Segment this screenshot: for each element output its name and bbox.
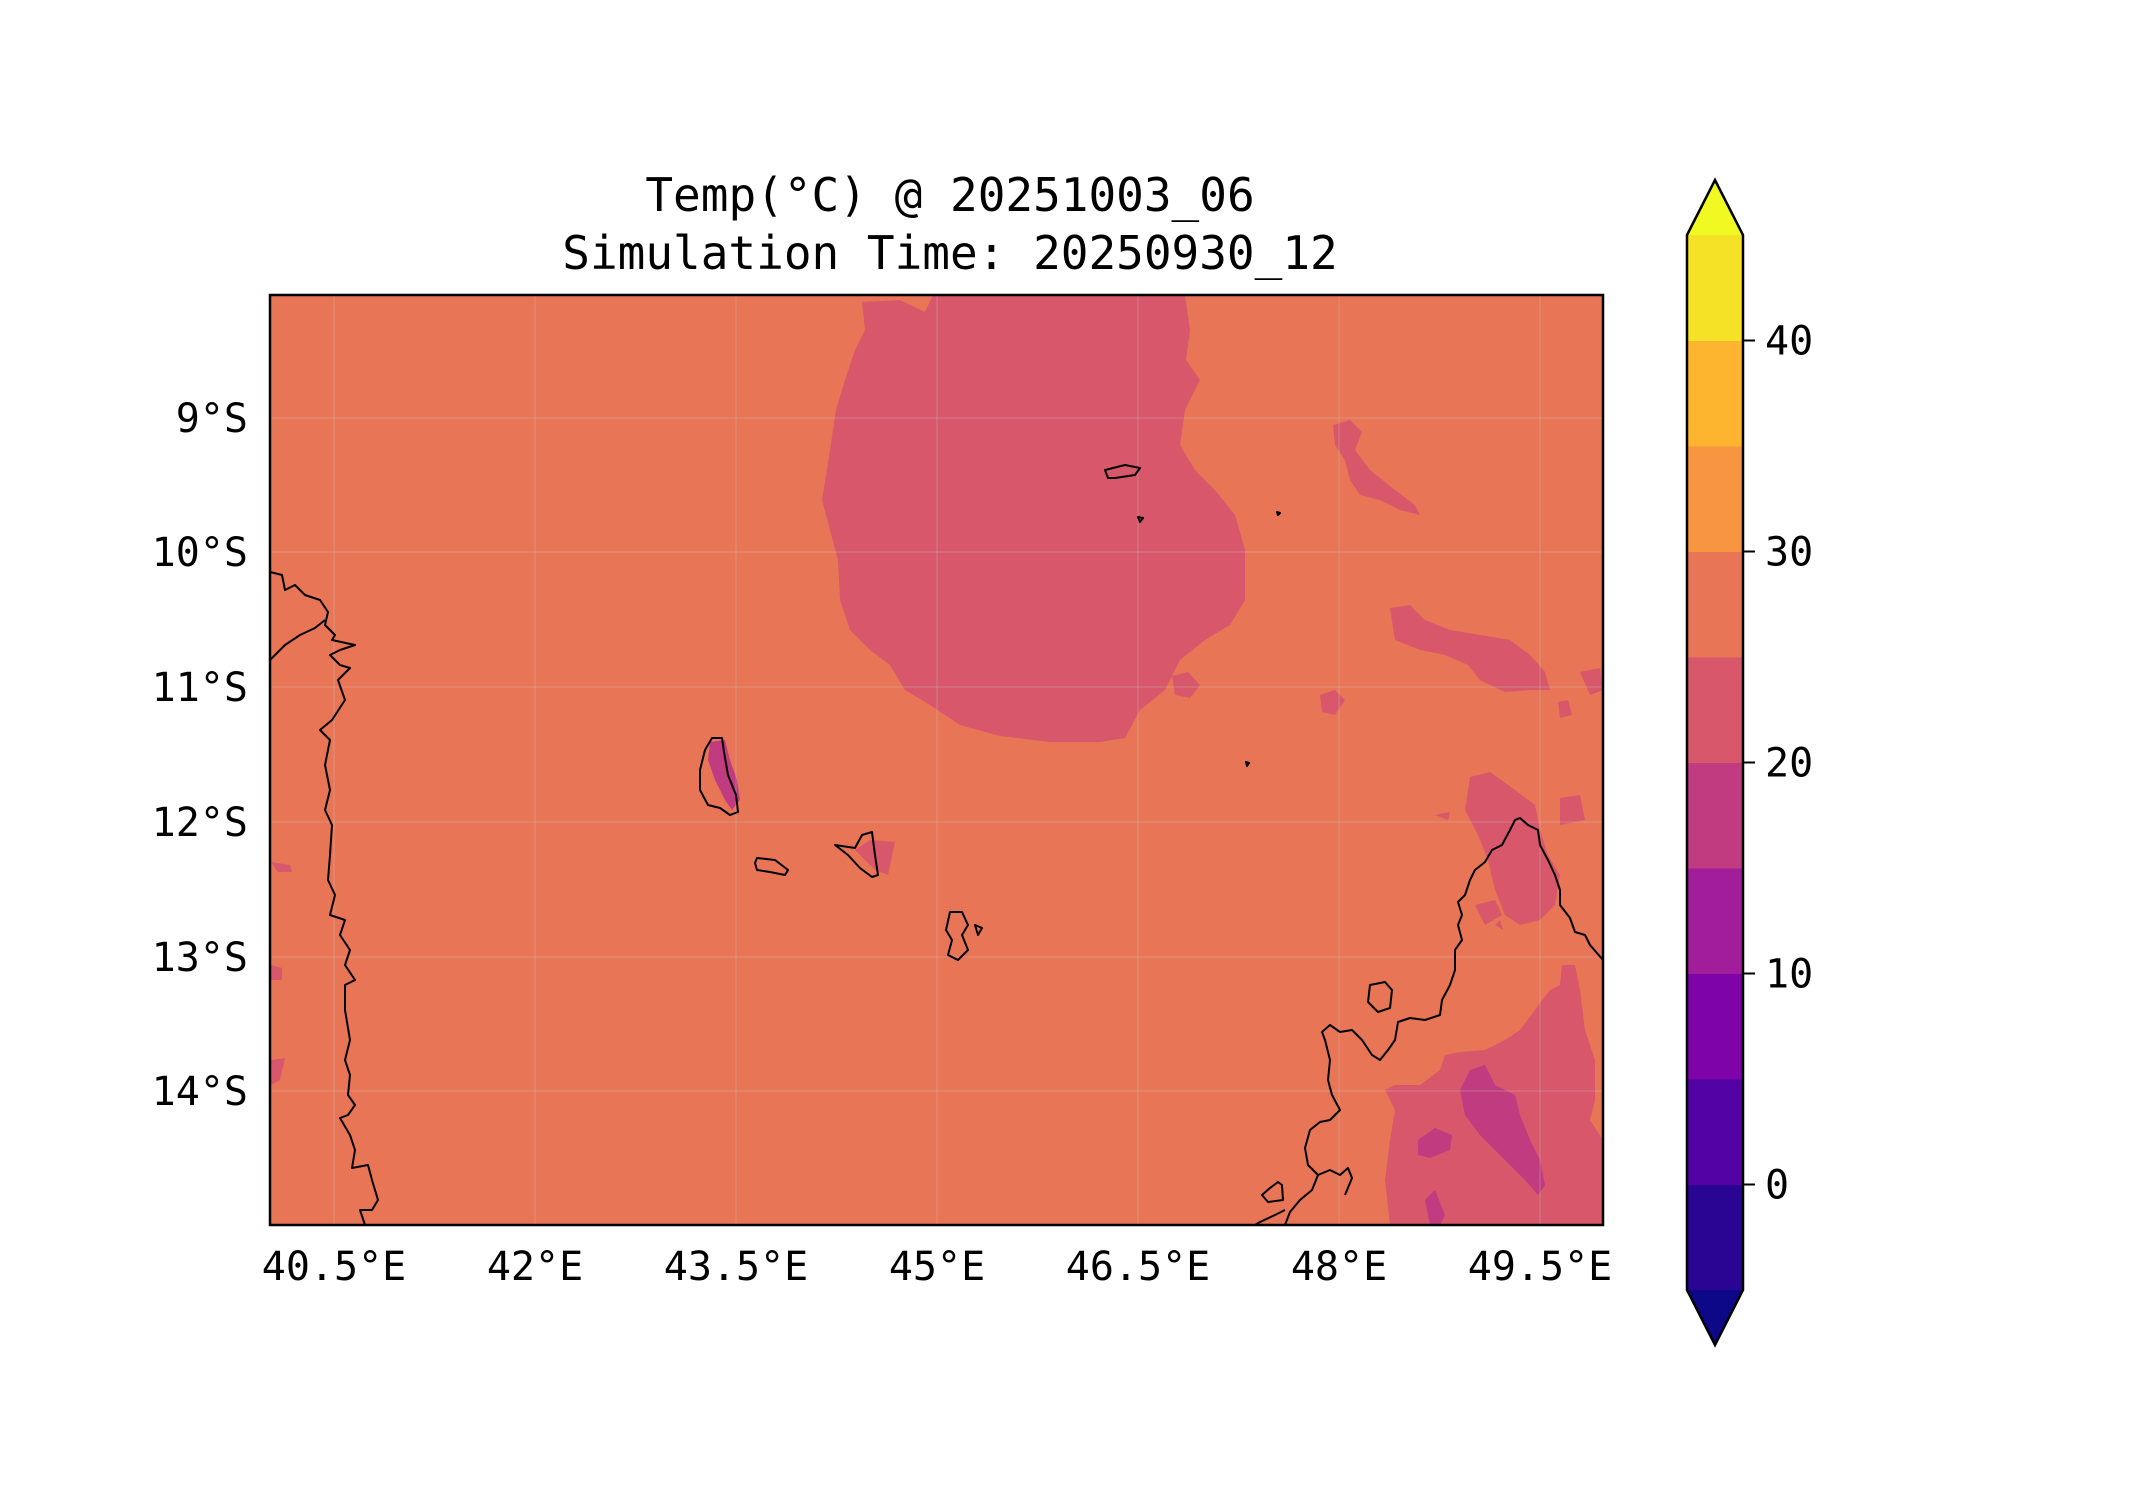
coastline-ngazidja bbox=[699, 737, 739, 816]
coastlines bbox=[270, 464, 1603, 1225]
colorbar: 0 10 20 30 40 bbox=[1685, 177, 1813, 1348]
x-tick-label: 40.5°E bbox=[262, 1244, 407, 1290]
colorbar-segment bbox=[1687, 657, 1743, 763]
y-tick-label: 9°S bbox=[176, 396, 248, 442]
colorbar-segment bbox=[1687, 340, 1743, 447]
colorbar-outline bbox=[1685, 177, 1745, 1348]
x-tick-label: 45°E bbox=[889, 1244, 985, 1290]
colorbar-segment bbox=[1687, 973, 1743, 1080]
coastline-islet-south bbox=[1245, 761, 1250, 767]
y-axis-ticks: 9°S 10°S 11°S 12°S 13°S 14°S bbox=[152, 396, 248, 1115]
coastline-islet-east bbox=[1276, 511, 1281, 516]
map-plot-area bbox=[270, 295, 1603, 1225]
plot-frame bbox=[268, 293, 1605, 1227]
chart-title-line1: Temp(°C) @ 20251003_06 bbox=[645, 168, 1255, 222]
colorbar-segment bbox=[1687, 1079, 1743, 1185]
x-tick-label: 43.5°E bbox=[664, 1244, 809, 1290]
y-tick-label: 13°S bbox=[152, 935, 248, 981]
coastline-africa bbox=[270, 571, 379, 1225]
colorbar-tick-label: 20 bbox=[1765, 741, 1813, 787]
colorbar-segment bbox=[1687, 868, 1743, 974]
y-tick-label: 14°S bbox=[152, 1069, 248, 1115]
coastline-mayotte bbox=[945, 911, 969, 961]
x-tick-label: 42°E bbox=[487, 1244, 583, 1290]
colorbar-over-extend bbox=[1687, 180, 1743, 235]
x-axis-ticks: 40.5°E 42°E 43.5°E 45°E 46.5°E 48°E 49.5… bbox=[262, 1244, 1613, 1290]
colorbar-under-extend bbox=[1687, 1290, 1743, 1345]
colorbar-segment bbox=[1687, 235, 1743, 341]
y-tick-label: 11°S bbox=[152, 665, 248, 711]
coastline-glorioso bbox=[1104, 464, 1141, 479]
colorbar-segment bbox=[1687, 762, 1743, 869]
colorbar-segment bbox=[1687, 446, 1743, 552]
coastline-glorioso-islet bbox=[1137, 516, 1144, 523]
coastline-africa-north bbox=[270, 619, 326, 661]
colorbar-tick-label: 30 bbox=[1765, 530, 1813, 576]
coastline-mayotte-islet bbox=[974, 924, 983, 936]
map-gridlines bbox=[270, 295, 1603, 1225]
colorbar-tick-label: 10 bbox=[1765, 952, 1813, 998]
x-tick-label: 49.5°E bbox=[1468, 1244, 1613, 1290]
coastline-anjouan bbox=[834, 831, 879, 878]
colorbar-segment bbox=[1687, 1184, 1743, 1291]
coastline-madagascar-north bbox=[1284, 817, 1603, 1225]
colorbar-tick-label: 0 bbox=[1765, 1163, 1789, 1209]
chart-title-line2: Simulation Time: 20250930_12 bbox=[562, 226, 1338, 280]
contour-band-15-20 bbox=[708, 740, 1545, 1225]
x-tick-label: 46.5°E bbox=[1066, 1244, 1211, 1290]
colorbar-tick-label: 40 bbox=[1765, 319, 1813, 365]
y-tick-label: 10°S bbox=[152, 530, 248, 576]
x-tick-label: 48°E bbox=[1291, 1244, 1387, 1290]
y-tick-label: 12°S bbox=[152, 800, 248, 846]
colorbar-segment bbox=[1687, 551, 1743, 658]
coastline-mwali bbox=[754, 857, 789, 876]
coastline-madagascar-west bbox=[1254, 1167, 1353, 1225]
coastline-nosy-be bbox=[1367, 981, 1393, 1013]
